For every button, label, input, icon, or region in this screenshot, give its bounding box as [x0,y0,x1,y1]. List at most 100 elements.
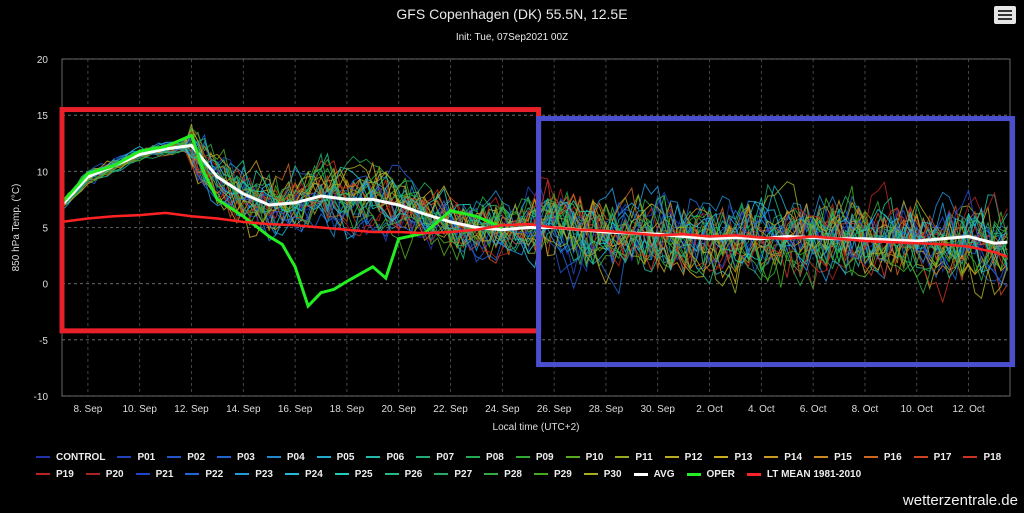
legend-item[interactable]: LT MEAN 1981-2010 [746,466,862,483]
legend-label: CONTROL [56,452,106,463]
legend-swatch [714,456,729,459]
legend-item[interactable]: P17 [913,449,952,466]
y-tick-label: 15 [37,111,49,122]
y-tick-label: 0 [42,280,48,291]
series-line-avg [60,143,1008,245]
legend-item[interactable]: P10 [565,449,603,466]
legend-item[interactable]: P02 [167,449,205,466]
legend-label: P07 [436,452,455,463]
legend-item[interactable]: P29 [533,466,572,483]
legend-item[interactable]: AVG [633,466,675,483]
legend-label: OPER [706,469,735,480]
y-tick-label: 5 [42,224,48,235]
legend-item[interactable]: P05 [316,449,355,466]
legend-label: P24 [304,469,323,480]
legend-item[interactable]: P19 [36,466,74,483]
legend-label: LT MEAN 1981-2010 [766,469,862,480]
legend-label: P22 [205,469,224,480]
legend-item[interactable]: P24 [284,466,323,483]
ensemble-line-p27 [61,142,1008,273]
legend-label: P30 [603,469,622,480]
legend-swatch [36,473,50,476]
legend-item[interactable]: P22 [185,466,223,483]
x-tick-label: 26. Sep [537,404,572,415]
legend-swatch [266,456,281,459]
legend-swatch [615,456,630,459]
ensemble-line-p18 [61,137,1008,304]
y-tick-label: 20 [37,55,49,66]
legend-item[interactable]: P04 [266,449,305,466]
legend-label: P14 [784,452,803,463]
legend-label: P29 [553,469,572,480]
legend-label: P23 [255,469,273,480]
legend-swatch [334,473,349,476]
legend-label: P21 [155,469,174,480]
legend-label: P08 [486,452,504,463]
legend-swatch [384,473,399,476]
y-axis-label: 850 hPa Temp. (°C) [11,184,22,272]
legend-label: AVG [653,469,675,480]
chart-subtitle: Init: Tue, 07Sep2021 00Z [455,32,569,43]
highlight-box-2 [536,116,1016,368]
legend-label: P18 [983,452,1002,463]
legend-swatch [913,456,928,459]
legend-swatch [416,456,431,459]
legend-item[interactable]: P16 [863,449,902,466]
legend-swatch [185,473,200,476]
legend-item[interactable]: P14 [764,449,802,466]
legend-item[interactable]: P23 [235,466,273,483]
legend-swatch [764,456,779,459]
ensemble-line-p25 [61,146,1008,275]
legend-item[interactable]: CONTROL [36,449,105,466]
legend-item[interactable]: OPER [686,466,735,483]
series-line-oper [60,133,503,309]
legend-item[interactable]: P30 [583,466,622,483]
legend-swatch [117,456,132,459]
legend-item[interactable]: P28 [484,466,522,483]
legend-item[interactable]: P13 [714,449,752,466]
legend-swatch [36,456,50,459]
legend-swatch [565,456,580,459]
legend-label: P11 [635,452,653,463]
legend-item[interactable]: P15 [814,449,852,466]
legend-label: P17 [933,452,952,463]
legend-label: P04 [286,452,305,463]
x-tick-label: 4. Oct [748,404,775,415]
x-tick-label: 10. Oct [901,404,933,415]
x-tick-label: 16. Sep [278,404,313,415]
legend-item[interactable]: P25 [334,466,373,483]
legend-swatch [235,473,250,476]
x-tick-label: 18. Sep [330,404,365,415]
legend-item[interactable]: P18 [963,449,1001,466]
x-tick-label: 22. Sep [433,404,468,415]
legend-label: P13 [734,452,753,463]
legend-item[interactable]: P09 [515,449,554,466]
hamburger-menu-icon[interactable] [994,6,1016,24]
ensemble-line-p14 [61,142,1008,277]
legend-swatch [466,456,481,459]
x-tick-label: 12. Sep [174,404,209,415]
legend-item[interactable]: P11 [615,449,653,466]
y-tick-label: -10 [34,392,49,403]
legend-item[interactable]: P07 [416,449,454,466]
legend-label: P26 [404,469,423,480]
legend-item[interactable]: P21 [135,466,174,483]
legend-item[interactable]: P26 [384,466,423,483]
legend-item[interactable]: P03 [217,449,255,466]
chart-title: GFS Copenhagen (DK) 55.5N, 12.5E [396,6,628,22]
x-tick-label: 6. Oct [800,404,827,415]
legend-swatch [316,456,331,459]
legend-item[interactable]: P27 [434,466,472,483]
legend-label: P20 [105,469,124,480]
ensemble-line-p28 [61,127,1008,295]
legend-label: P28 [504,469,522,480]
legend-item[interactable]: P08 [466,449,504,466]
legend-item[interactable]: P01 [117,449,155,466]
legend-item[interactable]: P20 [85,466,124,483]
legend-label: P19 [56,469,74,480]
legend-item[interactable]: P12 [664,449,702,466]
legend-swatch [746,472,761,476]
legend-item[interactable]: P06 [366,449,404,466]
legend-label: P05 [336,452,355,463]
legend-swatch [963,456,978,459]
